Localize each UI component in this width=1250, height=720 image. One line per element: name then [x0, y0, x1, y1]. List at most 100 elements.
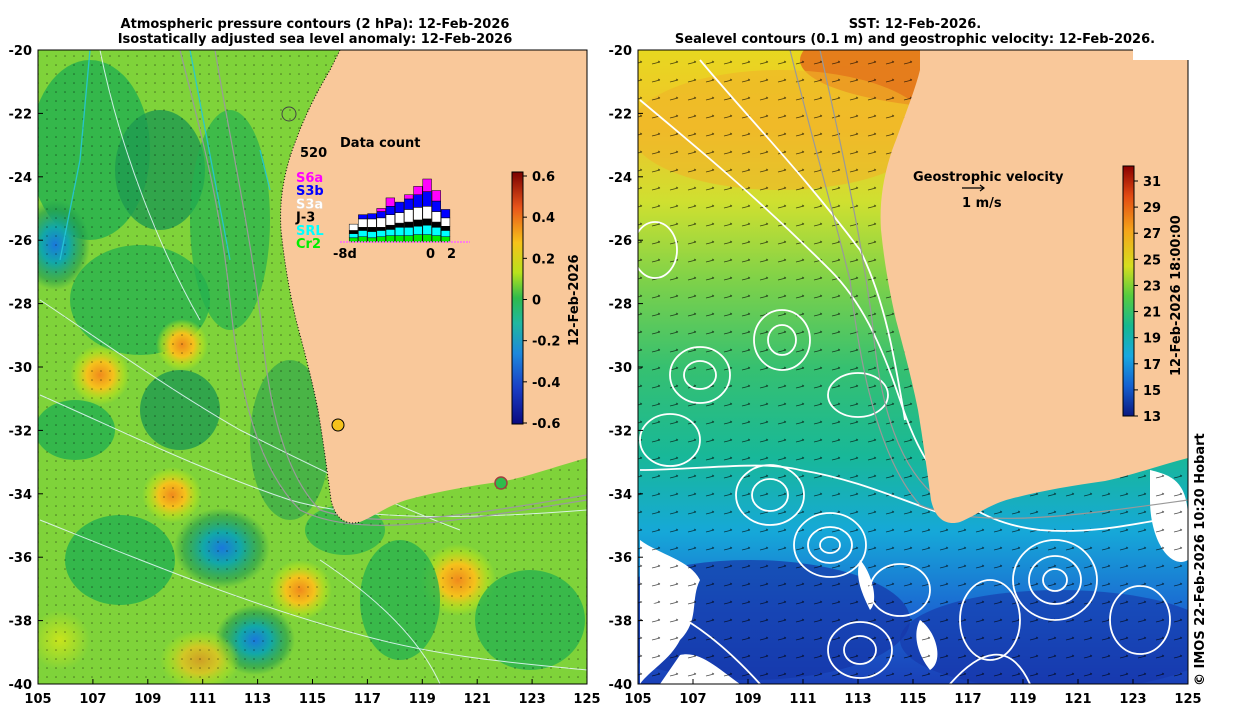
inset-bar-segment [404, 209, 414, 223]
left-x-tick-label: 117 [354, 692, 381, 707]
left-colorbar-tick-label: 0.2 [532, 252, 555, 267]
left-colorbar-tick-label: -0.4 [532, 376, 560, 391]
right-y-tick-label: -30 [609, 361, 633, 376]
right-colorbar-tick-label: 19 [1143, 332, 1161, 347]
left-map-title: Atmospheric pressure contours (2 hPa): 1… [40, 17, 590, 47]
tide-gauge-marker [494, 476, 508, 490]
inset-bar-segment [348, 233, 359, 239]
inset-bar-segment [385, 197, 395, 207]
left-y-tick-label: -34 [9, 488, 33, 503]
right-x-tick-label: 119 [1009, 692, 1036, 707]
inset-bar-segment [367, 218, 377, 228]
left-colorbar: 0.6 0.4 0.2 0 -0.2 -0.4 -0.6 12-Feb-2026 [511, 170, 582, 432]
tide-gauge-marker [331, 418, 345, 432]
left-y-tick-label: -32 [9, 424, 33, 439]
inset-bar-segment [431, 227, 441, 236]
inset-bar-segment [376, 211, 386, 219]
inset-bar-segment [440, 226, 451, 231]
right-x-axis: 105 107 109 111 113 115 117 119 121 123 125 [624, 679, 1202, 707]
right-x-tick-label: 113 [844, 692, 871, 707]
left-y-tick-label: -26 [9, 234, 33, 249]
left-x-tick-label: 125 [573, 692, 600, 707]
left-y-tick-label: -38 [9, 615, 33, 630]
inset-bar-segment [422, 178, 432, 192]
right-colorbar-tick-label: 15 [1143, 384, 1161, 399]
left-y-tick-label: -28 [9, 298, 33, 313]
inset-legend-j-3: J-3 [295, 211, 315, 226]
right-colorbar-tick-label: 23 [1143, 279, 1161, 294]
inset-bar-segment [422, 206, 432, 220]
left-colorbar-label: 12-Feb-2026 [567, 254, 582, 346]
left-title-line2: Isostatically adjusted sea level anomaly… [117, 32, 513, 47]
right-y-tick-label: -38 [609, 615, 633, 630]
right-colorbar-tick-label: 21 [1143, 306, 1161, 321]
bathymetry-contours [179, 50, 587, 526]
right-x-tick-label: 115 [899, 692, 926, 707]
right-y-tick-label: -20 [609, 44, 633, 59]
tide-gauge-marker [281, 106, 297, 122]
left-y-tick-label: -22 [9, 107, 33, 122]
right-title-line1: SST: 12-Feb-2026. [848, 17, 982, 32]
right-colorbar-tick-label: 27 [1143, 227, 1161, 242]
right-map-area [638, 50, 1188, 684]
inset-bar-segment [394, 222, 405, 228]
right-x-tick-label: 123 [1119, 692, 1146, 707]
right-y-tick-label: -28 [609, 298, 633, 313]
inset-bar-segment [376, 217, 386, 228]
inset-legend-srl: SRL [296, 224, 324, 239]
inset-bar-segment [358, 218, 368, 228]
left-y-tick-label: -30 [9, 361, 33, 376]
inset-bar-segment [422, 224, 432, 235]
inset-bar-segment [376, 208, 386, 212]
right-colorbar-tick-label: 17 [1143, 358, 1161, 373]
inset-bar-segment [376, 230, 386, 237]
sealevel-contours [638, 59, 1188, 684]
inset-bar-segment [413, 194, 423, 208]
inset-bar-segment [358, 230, 368, 237]
inset-bar-segment [394, 212, 405, 224]
inset-bar-segment [385, 235, 395, 243]
inset-bar-segment [348, 223, 359, 231]
inset-bar-segment [440, 209, 451, 219]
left-x-tick-label: 113 [244, 692, 271, 707]
inset-bar-segment [358, 227, 368, 231]
left-x-tick-label: 123 [519, 692, 546, 707]
left-x-tick-label: 121 [464, 692, 491, 707]
left-colorbar-scale [511, 171, 524, 425]
right-colorbar-scale [1122, 165, 1135, 417]
inset-bar-segment [413, 226, 423, 235]
right-colorbar-tick-label: 31 [1143, 175, 1161, 190]
left-colorbar-tick-label: -0.2 [532, 335, 560, 350]
left-colorbar-ticks: 0.6 0.4 0.2 0 -0.2 -0.4 -0.6 [523, 170, 560, 432]
inset-bar-segment [431, 190, 441, 202]
inset-title: Data count [340, 136, 420, 151]
inset-bar-segment [413, 186, 423, 196]
right-x-tick-label: 121 [1064, 692, 1091, 707]
inset-bar-segment [431, 235, 441, 243]
right-y-tick-label: -22 [609, 107, 633, 122]
inset-bar-segment [394, 235, 405, 243]
inset-bar-segment [358, 214, 368, 220]
inset-legend-s3a: S3a [296, 197, 323, 212]
right-x-tick-label: 125 [1174, 692, 1201, 707]
inset-bar-segment [394, 227, 405, 236]
left-y-tick-label: -20 [9, 44, 33, 59]
inset-bar-segment [348, 230, 359, 234]
inset-max-label: 520 [300, 146, 327, 161]
inset-bar-segment [440, 236, 451, 243]
right-x-tick-label: 117 [954, 692, 981, 707]
inset-bar-segment [367, 213, 377, 220]
inset-bars [348, 178, 451, 243]
left-map-area [38, 50, 587, 684]
inset-bar-segment [413, 207, 423, 221]
right-colorbar-tick-label: 29 [1143, 201, 1161, 216]
inset-bar-segment [404, 227, 414, 236]
right-y-tick-label: -32 [609, 424, 633, 439]
left-y-tick-label: -40 [9, 678, 33, 693]
right-y-tick-label: -26 [609, 234, 633, 249]
left-x-tick-label: 105 [24, 692, 51, 707]
inset-bar-segment [385, 224, 395, 230]
